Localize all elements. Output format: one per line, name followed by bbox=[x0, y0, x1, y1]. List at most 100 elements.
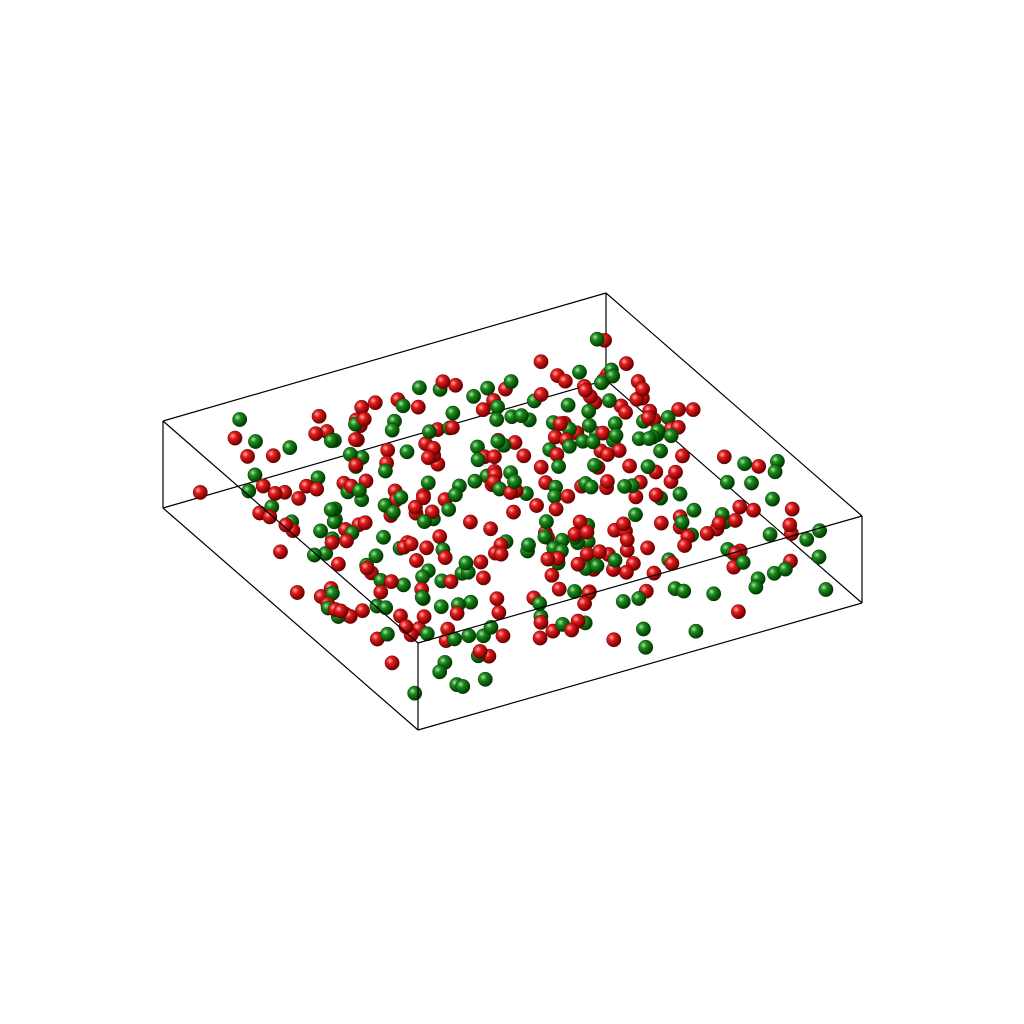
red-particle bbox=[240, 448, 256, 464]
red-particle bbox=[333, 603, 349, 619]
red-particle bbox=[646, 565, 662, 581]
red-particle bbox=[619, 532, 635, 548]
green-particle bbox=[767, 464, 783, 480]
green-particle bbox=[653, 443, 668, 459]
red-particle bbox=[782, 517, 798, 533]
red-particle bbox=[600, 447, 615, 462]
red-particle bbox=[579, 524, 595, 540]
red-particle bbox=[444, 420, 460, 435]
green-particle bbox=[617, 478, 632, 494]
red-particle bbox=[462, 514, 478, 530]
green-particle bbox=[232, 412, 248, 427]
red-particle bbox=[483, 521, 498, 537]
green-particle bbox=[323, 502, 339, 518]
green-particle bbox=[615, 594, 631, 609]
green-particle bbox=[247, 467, 263, 483]
red-particle bbox=[448, 377, 463, 393]
red-particle bbox=[635, 381, 650, 397]
green-particle bbox=[433, 599, 449, 615]
red-particle bbox=[449, 606, 465, 621]
red-particle bbox=[606, 632, 622, 648]
red-particle bbox=[592, 544, 607, 560]
green-particle bbox=[562, 438, 577, 454]
red-particle bbox=[622, 458, 637, 474]
red-particle bbox=[600, 474, 615, 489]
green-particle bbox=[415, 569, 430, 585]
red-particle bbox=[398, 619, 414, 634]
red-particle bbox=[533, 387, 549, 402]
box-front-edges bbox=[162, 292, 863, 731]
red-particle bbox=[533, 615, 549, 630]
red-particle bbox=[403, 536, 419, 552]
green-particle bbox=[248, 434, 263, 449]
red-particle bbox=[577, 596, 592, 611]
green-particle bbox=[379, 626, 395, 642]
green-particle bbox=[560, 397, 576, 413]
green-particle bbox=[507, 474, 522, 489]
green-particle bbox=[608, 428, 624, 443]
green-particle bbox=[306, 547, 322, 563]
red-particle bbox=[618, 404, 633, 420]
green-particle bbox=[539, 514, 554, 529]
green-particle bbox=[241, 483, 257, 499]
red-particle bbox=[641, 410, 656, 426]
green-particle bbox=[393, 489, 409, 505]
green-particle bbox=[737, 456, 752, 472]
red-particle bbox=[553, 416, 568, 432]
green-particle bbox=[399, 444, 415, 460]
red-particle bbox=[475, 402, 491, 417]
green-particle bbox=[521, 537, 536, 553]
red-particle bbox=[675, 448, 690, 464]
red-particle bbox=[384, 655, 400, 671]
red-particle bbox=[407, 499, 423, 515]
red-particle bbox=[732, 499, 748, 515]
red-particle bbox=[383, 574, 399, 589]
red-particle bbox=[356, 411, 372, 427]
green-particle bbox=[514, 408, 529, 423]
green-particle bbox=[628, 507, 643, 523]
green-particle bbox=[589, 331, 605, 347]
red-particle bbox=[495, 628, 511, 644]
green-particle bbox=[503, 374, 519, 389]
box-edge-CD bbox=[417, 515, 863, 644]
red-particle bbox=[685, 402, 701, 417]
red-particle bbox=[489, 591, 505, 607]
green-particle bbox=[638, 639, 654, 655]
green-particle bbox=[547, 488, 563, 504]
red-particle bbox=[746, 502, 761, 518]
red-particle bbox=[475, 570, 491, 586]
red-particle bbox=[506, 504, 521, 520]
red-particle bbox=[560, 488, 576, 504]
green-particle bbox=[581, 403, 597, 419]
green-particle bbox=[674, 514, 690, 530]
green-particle bbox=[384, 422, 400, 438]
green-particle bbox=[378, 600, 394, 616]
red-particle bbox=[532, 630, 548, 646]
green-particle bbox=[583, 479, 599, 495]
red-particle bbox=[784, 501, 800, 517]
box-edge-AB bbox=[162, 292, 607, 422]
green-particle bbox=[447, 631, 462, 647]
green-particle bbox=[636, 621, 651, 637]
red-particle bbox=[330, 556, 346, 572]
green-particle bbox=[455, 679, 471, 694]
red-particle bbox=[491, 605, 507, 620]
red-particle bbox=[751, 458, 767, 474]
red-particle bbox=[653, 515, 669, 531]
green-particle bbox=[395, 398, 411, 414]
green-particle bbox=[602, 393, 617, 408]
green-particle bbox=[323, 433, 339, 449]
red-particle bbox=[265, 448, 281, 464]
green-particle bbox=[735, 555, 751, 570]
green-particle bbox=[688, 623, 704, 639]
red-particle bbox=[472, 644, 488, 659]
red-particle bbox=[432, 529, 448, 544]
red-particle bbox=[544, 567, 560, 583]
red-particle bbox=[324, 535, 340, 550]
box-edge-EH bbox=[162, 507, 419, 731]
green-particle bbox=[812, 523, 827, 539]
red-particle bbox=[570, 556, 586, 572]
red-particle bbox=[699, 526, 715, 541]
green-particle bbox=[762, 527, 778, 542]
